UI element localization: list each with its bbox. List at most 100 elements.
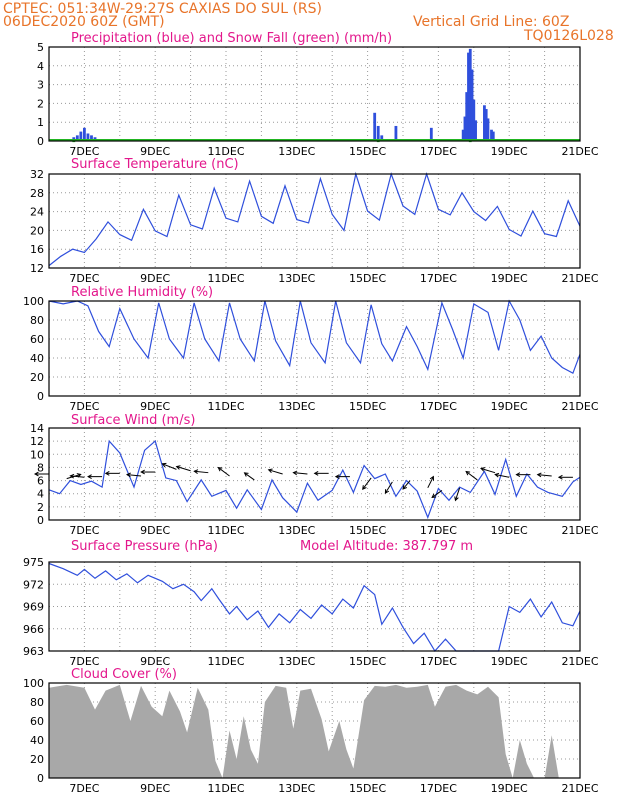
y-tick-label: 12 xyxy=(30,435,44,448)
wind-vector-shaft xyxy=(402,480,411,490)
y-tick-label: 0 xyxy=(37,390,44,403)
x-tick-label: 13DEC xyxy=(278,655,315,668)
wind-vector-shaft xyxy=(495,473,510,478)
x-tick-label: 11DEC xyxy=(207,400,244,413)
precip-bar xyxy=(75,135,79,141)
x-tick-label: 11DEC xyxy=(207,655,244,668)
x-tick-label: 19DEC xyxy=(491,524,528,537)
x-tick-label: 9DEC xyxy=(140,272,170,285)
precip-bar xyxy=(467,52,470,141)
y-tick-label: 969 xyxy=(23,601,44,614)
wind-vector-head xyxy=(384,489,390,494)
wind-vector-shaft xyxy=(465,471,478,481)
x-tick-label: 19DEC xyxy=(491,782,528,795)
x-tick-label: 13DEC xyxy=(278,524,315,537)
wind-vector xyxy=(431,490,443,499)
precip-bar xyxy=(463,116,467,141)
wind-vector xyxy=(140,469,156,475)
wind-vector-head xyxy=(140,469,145,475)
series-line xyxy=(48,439,581,520)
wind-vector xyxy=(33,471,49,477)
x-tick-label: 15DEC xyxy=(349,400,386,413)
y-tick-label: 24 xyxy=(30,206,44,219)
wind-vector-head xyxy=(33,471,39,477)
wind-vector-shaft xyxy=(427,476,434,489)
x-tick-label: 21DEC xyxy=(561,145,598,158)
precip-bar xyxy=(474,120,477,141)
wind-vector-shaft xyxy=(70,475,85,478)
wind-vector-shaft xyxy=(176,466,191,472)
wind-vector-shaft xyxy=(480,468,496,474)
wind-vector-head xyxy=(454,496,459,502)
wind-vector xyxy=(334,474,350,479)
y-tick-label: 4 xyxy=(37,488,44,501)
panel-frame xyxy=(48,300,581,397)
x-tick-label: 19DEC xyxy=(491,272,528,285)
y-tick-label: 972 xyxy=(23,578,44,591)
wind-vector-head xyxy=(126,472,131,478)
y-tick-label: 28 xyxy=(30,187,44,200)
x-tick-label: 9DEC xyxy=(140,655,170,668)
wind-vector xyxy=(536,472,552,478)
x-tick-label: 13DEC xyxy=(278,145,315,158)
wind-vector xyxy=(557,474,573,480)
wind-vector-head xyxy=(217,466,223,472)
y-tick-label: 2 xyxy=(37,501,44,514)
wind-vector xyxy=(292,470,308,476)
wind-vector xyxy=(175,465,191,472)
wind-vector xyxy=(193,469,209,474)
panel-title: Precipitation (blue) and Snow Fall (gree… xyxy=(71,31,392,46)
wind-vector-head xyxy=(193,469,199,474)
wind-vector xyxy=(267,468,283,475)
series-line xyxy=(48,562,581,653)
wind-vector xyxy=(69,473,85,479)
y-tick-label: 80 xyxy=(30,314,44,327)
precip-bar xyxy=(490,129,493,141)
x-tick-label: 19DEC xyxy=(491,145,528,158)
precip-bar xyxy=(468,48,472,141)
wind-vector-head xyxy=(465,470,471,476)
wind-vector xyxy=(126,472,142,478)
wind-vector-head xyxy=(243,472,249,477)
wind-vector-shaft xyxy=(218,467,230,477)
y-tick-label: 3 xyxy=(37,79,44,92)
wind-vector-head xyxy=(402,484,407,490)
precip-bar xyxy=(470,69,474,141)
panel-6: 0 20 40 60 80 100 7DEC 9DEC 11DEC 13DEC 15DEC 17DEC… xyxy=(23,667,599,795)
header-grid-note: Vertical Grid Line: 60Z xyxy=(413,14,569,30)
wind-vector-head xyxy=(515,472,521,478)
panel-3: 0 20 40 60 80 100 7DEC 9DEC 11DEC 13DEC 15DEC 17DEC… xyxy=(23,285,599,413)
wind-vector-head xyxy=(494,472,500,478)
wind-vector-head xyxy=(536,472,542,478)
panel-1: 0 1 2 3 4 5 7DEC 9DEC 11DEC 13DEC 15DEC 17DEC 19DEC 2… xyxy=(37,31,599,158)
header-model-code: TQ0126L028 xyxy=(523,28,614,44)
wind-vector-shaft xyxy=(293,472,308,475)
wind-vector-shaft xyxy=(431,490,443,498)
wind-vector-head xyxy=(161,462,167,468)
x-tick-label: 17DEC xyxy=(420,524,457,537)
precip-bar xyxy=(461,129,465,141)
x-tick-label: 9DEC xyxy=(140,782,170,795)
wind-vector xyxy=(161,462,177,470)
wind-vector-head xyxy=(175,465,181,470)
x-tick-label: 21DEC xyxy=(561,524,598,537)
precip-bar xyxy=(376,125,380,141)
precip-bar xyxy=(86,133,90,141)
y-tick-label: 32 xyxy=(30,168,44,181)
x-tick-label: 9DEC xyxy=(140,400,170,413)
panel-title: Relative Humidity (%) xyxy=(71,285,213,300)
precip-bar xyxy=(465,92,469,141)
x-tick-label: 15DEC xyxy=(349,782,386,795)
wind-vector-shaft xyxy=(268,469,283,475)
wind-vector-head xyxy=(267,468,273,473)
panel-5: 963 966 969 972 975 7DEC 9DEC 11DEC 13DEC 15DEC 17… xyxy=(23,539,599,668)
wind-vector xyxy=(465,470,478,481)
x-tick-label: 17DEC xyxy=(420,655,457,668)
wind-vector xyxy=(454,487,461,502)
wind-vector xyxy=(362,477,372,490)
x-tick-label: 19DEC xyxy=(491,400,528,413)
x-tick-label: 7DEC xyxy=(69,524,99,537)
x-tick-label: 15DEC xyxy=(349,272,386,285)
wind-vector-head xyxy=(292,470,298,476)
